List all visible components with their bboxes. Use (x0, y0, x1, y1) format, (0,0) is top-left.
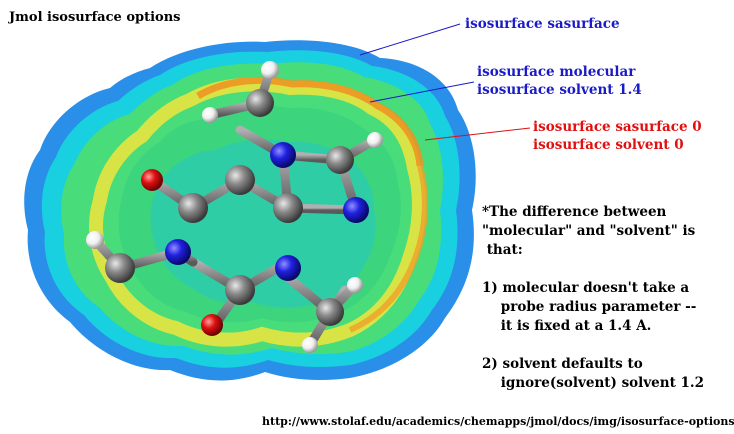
nitrogen-atom (275, 255, 301, 281)
note-intro-line-2: "molecular" and "solvent" is (482, 223, 696, 239)
sasurface-orange-band (196, 76, 424, 167)
hydrogen-atom (202, 107, 218, 123)
note-item1-line-3: it is fixed at a 1.4 A. (482, 318, 652, 334)
zero-probe-label-line-2: isosurface solvent 0 (533, 137, 684, 153)
note-item1-line-1: 1) molecular doesn't take a (482, 280, 690, 296)
oxygen-atom (201, 314, 223, 336)
nitrogen-atom (343, 197, 369, 223)
carbon-atom (225, 165, 255, 195)
difference-note: *The difference between "molecular" and … (482, 203, 704, 393)
nitrogen-atom (165, 239, 191, 265)
hydrogen-atom (367, 132, 383, 148)
note-item1-line-2: probe radius parameter -- (482, 299, 697, 315)
hydrogen-atom (347, 277, 363, 293)
sasurface-label: isosurface sasurface (465, 15, 620, 33)
carbon-atom (273, 193, 303, 223)
source-url: http://www.stolaf.edu/academics/chemapps… (262, 415, 734, 428)
carbon-atom (178, 193, 208, 223)
carbon-atom (246, 89, 274, 117)
sasurface-leader-line (359, 23, 461, 56)
zero-leader-line (424, 127, 531, 141)
zero-probe-label-line-1: isosurface sasurface 0 (533, 119, 702, 135)
hydrogen-atom (302, 337, 318, 353)
nitrogen-atom (270, 142, 296, 168)
note-intro-line-1: *The difference between (482, 204, 667, 220)
sasurface-orange-edge (348, 165, 428, 333)
note-intro-line-3: that: (482, 242, 523, 258)
zero-probe-label: isosurface sasurface 0 isosurface solven… (533, 118, 702, 154)
isosurface-layers (24, 40, 476, 381)
sasurface-label-line: isosurface sasurface (465, 16, 620, 32)
note-item2-line-2: ignore(solvent) solvent 1.2 (482, 375, 704, 391)
molecular-label: isosurface molecular isosurface solvent … (477, 63, 642, 99)
molecular-label-line-2: isosurface solvent 1.4 (477, 82, 642, 98)
note-item2-line-1: 2) solvent defaults to (482, 356, 643, 372)
oxygen-atom (141, 169, 163, 191)
molecular-leader-line (369, 81, 475, 103)
page-title: Jmol isosurface options (9, 10, 181, 25)
hydrogen-atom (261, 61, 279, 79)
carbon-atom (225, 275, 255, 305)
hydrogen-atom (86, 231, 104, 249)
atoms (86, 61, 383, 353)
carbon-atom (105, 253, 135, 283)
carbon-atom (326, 146, 354, 174)
molecular-label-line-1: isosurface molecular (477, 64, 636, 80)
carbon-atom (316, 298, 344, 326)
